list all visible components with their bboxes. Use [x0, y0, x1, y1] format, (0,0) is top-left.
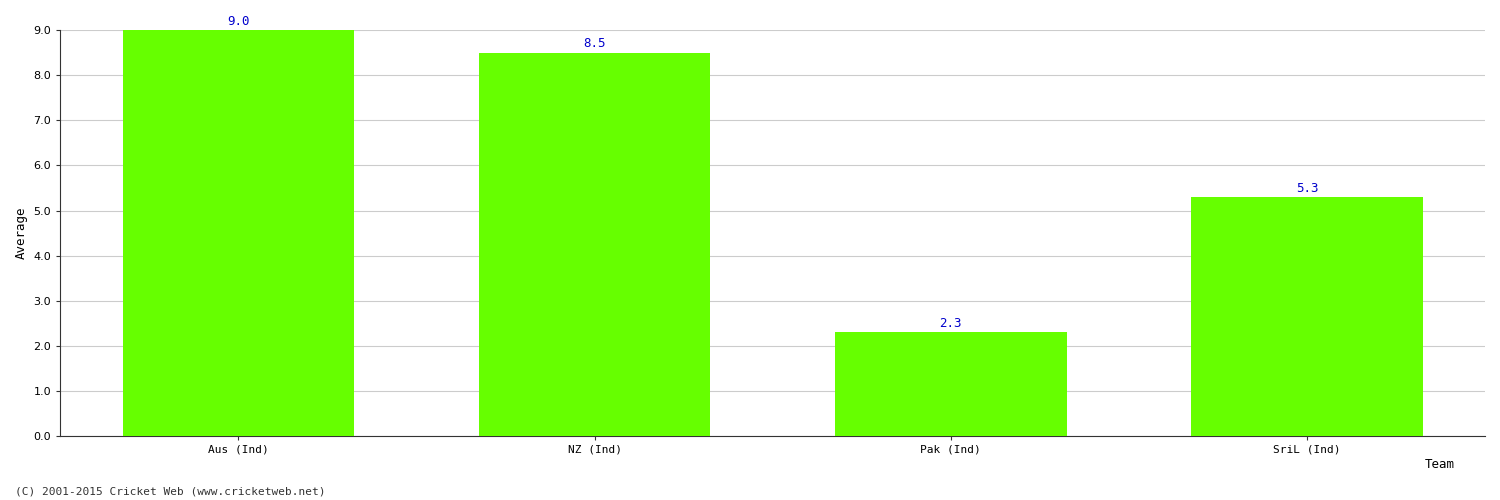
Bar	[836, 332, 1066, 436]
Text: 2.3: 2.3	[939, 317, 962, 330]
Text: 8.5: 8.5	[584, 38, 606, 51]
Text: 9.0: 9.0	[226, 15, 249, 28]
Text: 5.3: 5.3	[1296, 182, 1318, 194]
Text: Team: Team	[1425, 458, 1455, 471]
Bar	[478, 52, 711, 436]
Bar	[1191, 197, 1422, 436]
Y-axis label: Average: Average	[15, 207, 28, 260]
Bar	[123, 30, 354, 436]
Text: (C) 2001-2015 Cricket Web (www.cricketweb.net): (C) 2001-2015 Cricket Web (www.cricketwe…	[15, 487, 326, 497]
